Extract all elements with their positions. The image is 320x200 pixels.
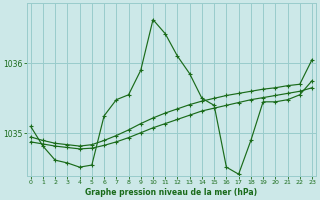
X-axis label: Graphe pression niveau de la mer (hPa): Graphe pression niveau de la mer (hPa) — [85, 188, 257, 197]
